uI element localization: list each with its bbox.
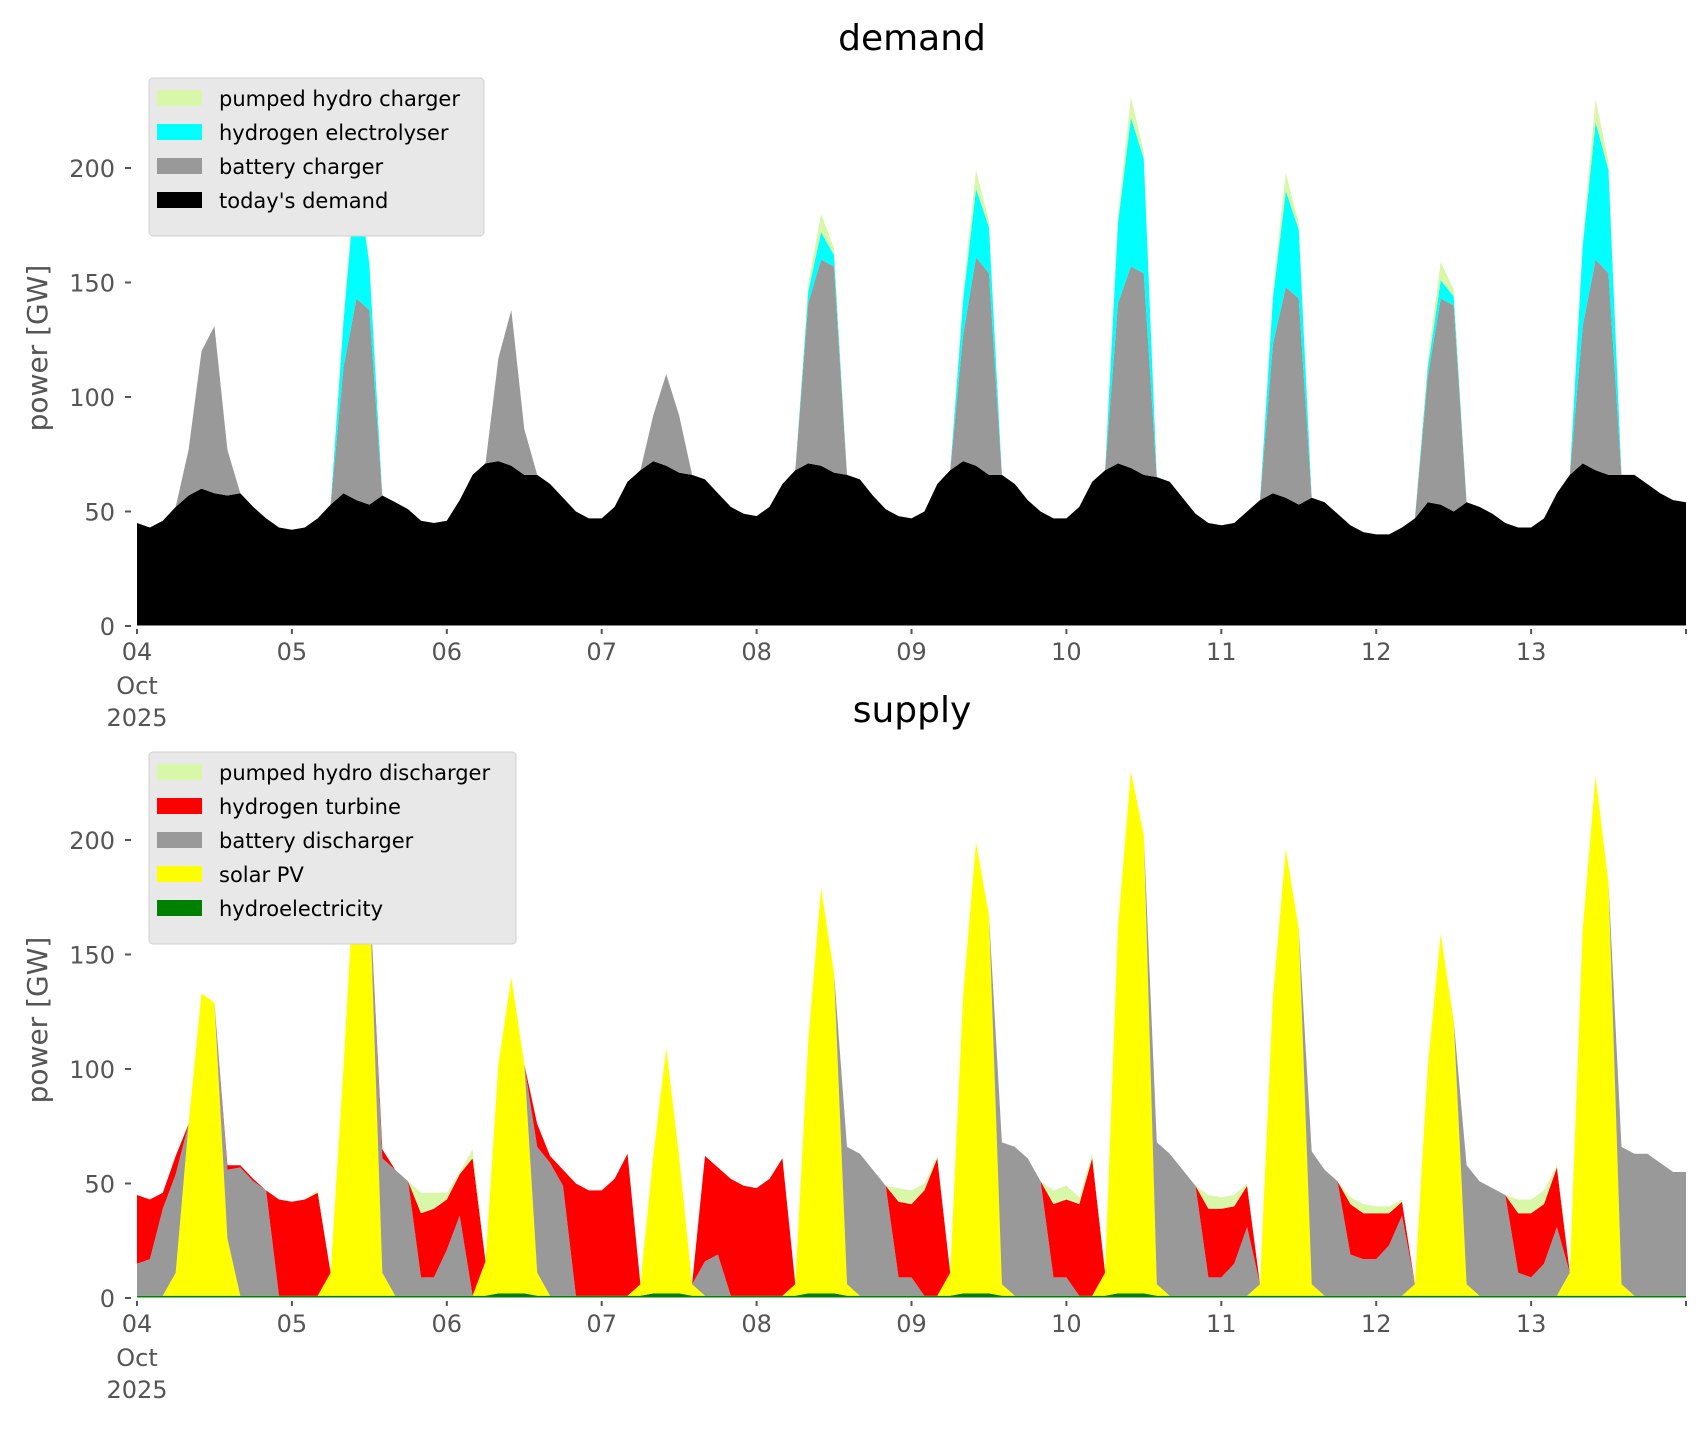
x-tick-label: 09 — [896, 1310, 927, 1338]
legend-swatch — [157, 900, 202, 916]
legend-label: battery charger — [219, 155, 384, 179]
y-tick-label: 100 — [69, 384, 115, 412]
legend-box — [148, 77, 485, 237]
legend-label: pumped hydro discharger — [219, 761, 490, 785]
x-tick-label: 13 — [1516, 638, 1547, 666]
supply-axes: 04 05 06 07 08 09 10 11 12 13 Oct 2025 0 50 100 150 200 — [69, 827, 1687, 1404]
legend-swatch — [157, 158, 202, 174]
legend-label: solar PV — [219, 863, 304, 887]
x-tick-label: 09 — [896, 638, 927, 666]
y-tick-label: 50 — [84, 1171, 115, 1199]
area-solar-pv — [137, 771, 1686, 1296]
legend-label: hydrogen turbine — [219, 795, 401, 819]
x-tick-label: 08 — [741, 1310, 772, 1338]
supply-areas — [137, 771, 1686, 1298]
x-tick-label: 08 — [741, 638, 772, 666]
x-tick-label: 11 — [1206, 1310, 1237, 1338]
area-today-s-demand — [137, 461, 1686, 626]
legend-swatch — [157, 124, 202, 140]
area-hydrogen-turbine — [137, 771, 1686, 1296]
y-tick-label: 150 — [69, 270, 115, 298]
x-tick-label: 11 — [1206, 638, 1237, 666]
legend-swatch — [157, 832, 202, 848]
demand-chart: demand 04 05 06 07 08 09 10 11 12 13 Oct 2025 0 50 100… — [21, 18, 1687, 732]
x-tick-label: 10 — [1051, 638, 1082, 666]
legend-label: battery discharger — [219, 829, 414, 853]
legend-swatch — [157, 192, 202, 208]
area-battery-charger — [137, 257, 1686, 535]
y-tick-label: 200 — [69, 827, 115, 855]
x-tick-label: 10 — [1051, 1310, 1082, 1338]
x-tick-label: 07 — [586, 638, 617, 666]
y-tick-label: 100 — [69, 1056, 115, 1084]
x-tick-label: 04 — [122, 638, 153, 666]
demand-areas — [137, 97, 1686, 626]
x-tick-label: 07 — [586, 1310, 617, 1338]
y-tick-label: 50 — [84, 499, 115, 527]
y-tick-label: 0 — [100, 613, 115, 641]
y-tick-label: 0 — [100, 1285, 115, 1313]
x-tick-label: 06 — [432, 1310, 463, 1338]
legend-swatch — [157, 866, 202, 882]
x-tick-sublabel: 2025 — [106, 1376, 167, 1404]
legend-label: pumped hydro charger — [219, 87, 460, 111]
x-tick-label: 05 — [277, 1310, 308, 1338]
y-tick-label: 150 — [69, 942, 115, 970]
legend-label: today's demand — [219, 189, 388, 213]
chart-title: supply — [853, 690, 972, 731]
legend-box — [148, 751, 517, 945]
x-tick-label: 05 — [277, 638, 308, 666]
legend-label: hydroelectricity — [219, 897, 383, 921]
legend-swatch — [157, 798, 202, 814]
legend-swatch — [157, 764, 202, 780]
x-tick-label: 13 — [1516, 1310, 1547, 1338]
y-axis-label: power [GW] — [21, 937, 54, 1104]
y-tick-label: 200 — [69, 155, 115, 183]
legend-swatch — [157, 90, 202, 106]
legend-label: hydrogen electrolyser — [219, 121, 449, 145]
x-tick-sublabel: Oct — [116, 672, 158, 700]
x-tick-label: 12 — [1361, 1310, 1392, 1338]
supply-legend: pumped hydro discharger hydrogen turbine b… — [148, 751, 517, 945]
x-tick-sublabel: 2025 — [106, 704, 167, 732]
chart-title: demand — [838, 18, 986, 59]
x-tick-label: 06 — [432, 638, 463, 666]
y-axis-label: power [GW] — [21, 265, 54, 432]
x-tick-label: 04 — [122, 1310, 153, 1338]
demand-axes: 04 05 06 07 08 09 10 11 12 13 Oct 2025 0 50 100 150 200 — [69, 155, 1687, 732]
x-tick-sublabel: Oct — [116, 1344, 158, 1372]
supply-chart: supply 04 05 06 07 08 09 10 11 12 13 Oct 2025 0 50 100… — [21, 690, 1687, 1404]
demand-legend: pumped hydro charger hydrogen electrolyse… — [148, 77, 485, 237]
x-tick-label: 12 — [1361, 638, 1392, 666]
